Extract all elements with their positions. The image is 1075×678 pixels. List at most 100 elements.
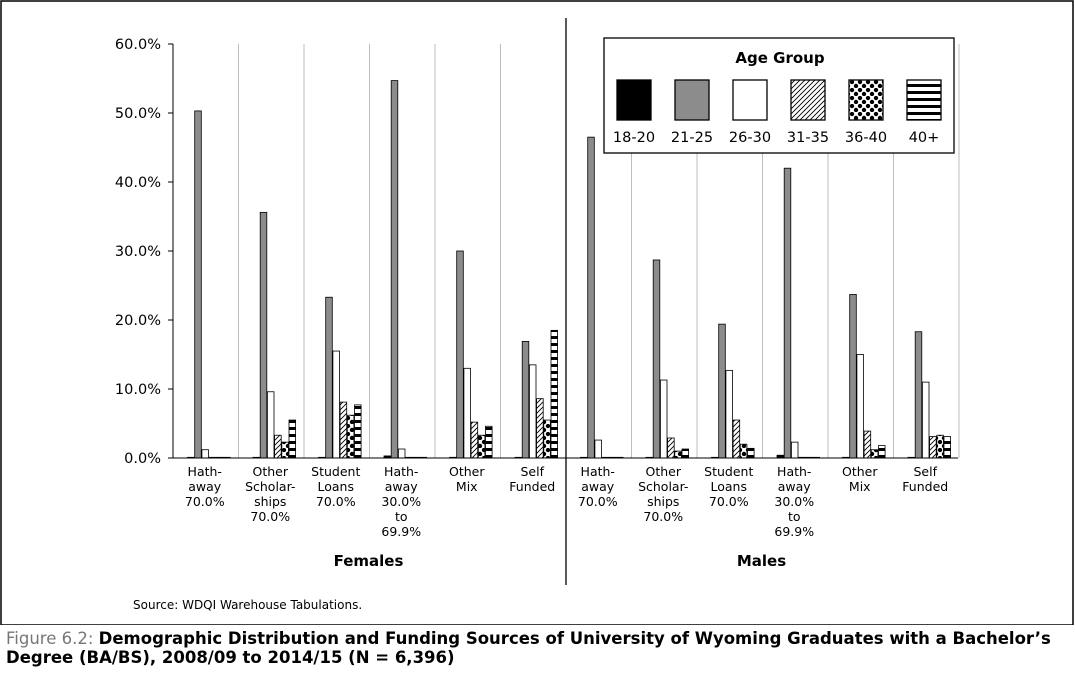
- category-label: Student: [311, 464, 360, 479]
- legend-label: 31-35: [787, 130, 829, 146]
- legend-swatch-18-20: [616, 79, 652, 121]
- bar-males-5-21-25: [849, 294, 857, 459]
- figure-number: Figure 6.2:: [6, 629, 99, 648]
- category-label: Scholar-: [638, 479, 688, 494]
- bar-females-6-26-30: [529, 364, 537, 459]
- legend-swatch-21-25: [674, 79, 710, 121]
- category-label: Hath-: [581, 464, 615, 479]
- y-tick-label: 60.0%: [115, 37, 161, 53]
- category-label: Self: [914, 464, 938, 479]
- bar-males-2-31-35: [667, 437, 675, 459]
- category-label: Mix: [849, 479, 871, 494]
- bar-females-5-36-40: [477, 434, 486, 459]
- category-label: 30.0%: [381, 494, 421, 509]
- bar-females-5-40+: [485, 425, 493, 459]
- bar-females-5-31-35: [470, 421, 479, 459]
- legend-swatch-26-30: [732, 79, 768, 121]
- bar-females-5-26-30: [463, 367, 471, 459]
- bar-females-3-40+: [354, 404, 362, 459]
- bar-females-2-36-40: [281, 441, 289, 459]
- category-label: 70.0%: [316, 494, 356, 509]
- category-label: Funded: [902, 479, 948, 494]
- bar-males-6-36-40: [936, 434, 944, 459]
- bar-males-3-31-35: [732, 419, 741, 459]
- figure-caption: Figure 6.2: Demographic Distribution and…: [6, 629, 1071, 667]
- category-label: 70.0%: [578, 494, 618, 509]
- bar-males-5-31-35: [863, 430, 872, 459]
- bar-males-2-21-25: [652, 259, 661, 459]
- bar-females-6-36-40: [543, 419, 551, 459]
- bar-males-3-26-30: [725, 369, 733, 459]
- figure-title: Demographic Distribution and Funding Sou…: [6, 629, 1051, 667]
- bar-males-1-21-25: [587, 136, 595, 459]
- category-label: 69.9%: [774, 524, 814, 539]
- bar-males-2-26-30: [660, 379, 668, 459]
- bar-males-3-40+: [747, 447, 755, 459]
- bar-females-3-36-40: [346, 414, 355, 459]
- category-label: 70.0%: [250, 509, 290, 524]
- category-label: ships: [647, 494, 679, 509]
- panel-label: Males: [737, 552, 786, 570]
- bar-females-4-26-30: [397, 448, 406, 459]
- bar-males-6-26-30: [922, 381, 930, 459]
- bar-males-5-40+: [878, 445, 886, 459]
- bar-males-4-21-25: [783, 167, 792, 459]
- bar-females-3-21-25: [325, 296, 333, 459]
- bar-females-1-26-30: [201, 449, 209, 459]
- legend-swatch-31-35: [790, 79, 826, 121]
- bar-females-5-21-25: [456, 250, 464, 459]
- category-label: ships: [254, 494, 286, 509]
- category-label: Other: [646, 464, 682, 479]
- category-label: Loans: [711, 479, 748, 494]
- category-label: to: [788, 509, 801, 524]
- bar-females-2-31-35: [274, 434, 282, 459]
- category-label: away: [385, 479, 419, 494]
- legend-swatch-40+: [906, 79, 942, 121]
- legend-title: Age Group: [735, 49, 824, 67]
- y-tick-label: 30.0%: [115, 244, 161, 260]
- legend-label: 18-20: [613, 130, 655, 146]
- legend-label: 36-40: [845, 130, 887, 146]
- bar-females-2-21-25: [259, 211, 268, 459]
- category-label: to: [395, 509, 408, 524]
- bar-males-2-40+: [681, 448, 689, 459]
- y-tick-label: 20.0%: [115, 313, 161, 329]
- bar-females-6-21-25: [521, 340, 530, 459]
- category-label: 70.0%: [185, 494, 225, 509]
- bar-males-4-26-30: [791, 441, 799, 459]
- bar-males-5-36-40: [870, 449, 879, 459]
- category-label: Hath-: [384, 464, 418, 479]
- legend-label: 26-30: [729, 130, 771, 146]
- bar-females-4-21-25: [390, 80, 399, 459]
- category-label: away: [581, 479, 615, 494]
- category-label: away: [778, 479, 812, 494]
- category-label: Other: [842, 464, 878, 479]
- bar-males-1-26-30: [594, 439, 602, 459]
- category-label: Self: [521, 464, 545, 479]
- bar-females-6-31-35: [536, 398, 544, 459]
- legend-label: 40+: [909, 130, 940, 146]
- category-label: 70.0%: [709, 494, 749, 509]
- bar-males-3-36-40: [739, 443, 748, 459]
- category-label: 30.0%: [774, 494, 814, 509]
- y-tick-label: 40.0%: [115, 175, 161, 191]
- bar-males-2-36-40: [674, 450, 682, 459]
- bar-males-6-21-25: [914, 331, 923, 459]
- bar-females-1-21-25: [194, 110, 202, 459]
- bar-females-3-26-30: [332, 350, 340, 459]
- category-label: Scholar-: [245, 479, 295, 494]
- category-label: Loans: [318, 479, 355, 494]
- category-label: Mix: [456, 479, 478, 494]
- category-label: 69.9%: [381, 524, 421, 539]
- legend-box: [603, 37, 955, 154]
- category-label: Hath-: [777, 464, 811, 479]
- category-label: Other: [253, 464, 289, 479]
- bar-females-3-31-35: [339, 401, 348, 459]
- chart-frame: 0.0% 10.0% 20.0% 30.0% 40.0% 50.0% 60.0% Hath-…: [0, 0, 1074, 626]
- bar-males-6-31-35: [929, 436, 937, 459]
- panel-label: Females: [334, 552, 404, 570]
- y-tick-label: 0.0%: [124, 451, 161, 467]
- bar-males-6-40+: [943, 436, 951, 459]
- source-note: Source: WDQI Warehouse Tabulations.: [133, 598, 362, 612]
- bar-females-6-40+: [550, 329, 558, 459]
